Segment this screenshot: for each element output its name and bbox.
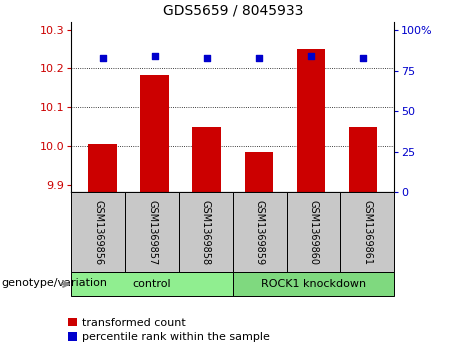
Point [255, 54, 262, 60]
Text: genotype/variation: genotype/variation [1, 278, 107, 288]
Bar [179, 192, 233, 272]
Text: GSM1369861: GSM1369861 [362, 200, 372, 265]
Text: GSM1369856: GSM1369856 [93, 200, 103, 265]
Bar [89, 144, 117, 192]
Bar [349, 127, 377, 192]
Bar [296, 49, 325, 192]
Bar [233, 272, 394, 296]
Point [99, 54, 106, 60]
Title: GDS5659 / 8045933: GDS5659 / 8045933 [163, 4, 303, 18]
Legend: transformed count, percentile rank within the sample: transformed count, percentile rank withi… [68, 318, 270, 342]
Bar [71, 272, 233, 296]
Bar [233, 192, 287, 272]
Text: GSM1369859: GSM1369859 [254, 200, 265, 265]
Bar [287, 192, 340, 272]
Text: control: control [133, 279, 171, 289]
Bar [125, 192, 179, 272]
Bar [244, 152, 273, 192]
Text: GSM1369857: GSM1369857 [147, 200, 157, 265]
Text: GSM1369860: GSM1369860 [308, 200, 319, 265]
Point [203, 54, 211, 60]
Point [359, 54, 366, 60]
Text: GSM1369858: GSM1369858 [201, 200, 211, 265]
Bar [340, 192, 394, 272]
Text: ROCK1 knockdown: ROCK1 knockdown [261, 279, 366, 289]
Point [307, 53, 314, 59]
Point [151, 53, 159, 59]
Bar [193, 127, 221, 192]
Bar [71, 192, 125, 272]
Bar [141, 75, 169, 192]
